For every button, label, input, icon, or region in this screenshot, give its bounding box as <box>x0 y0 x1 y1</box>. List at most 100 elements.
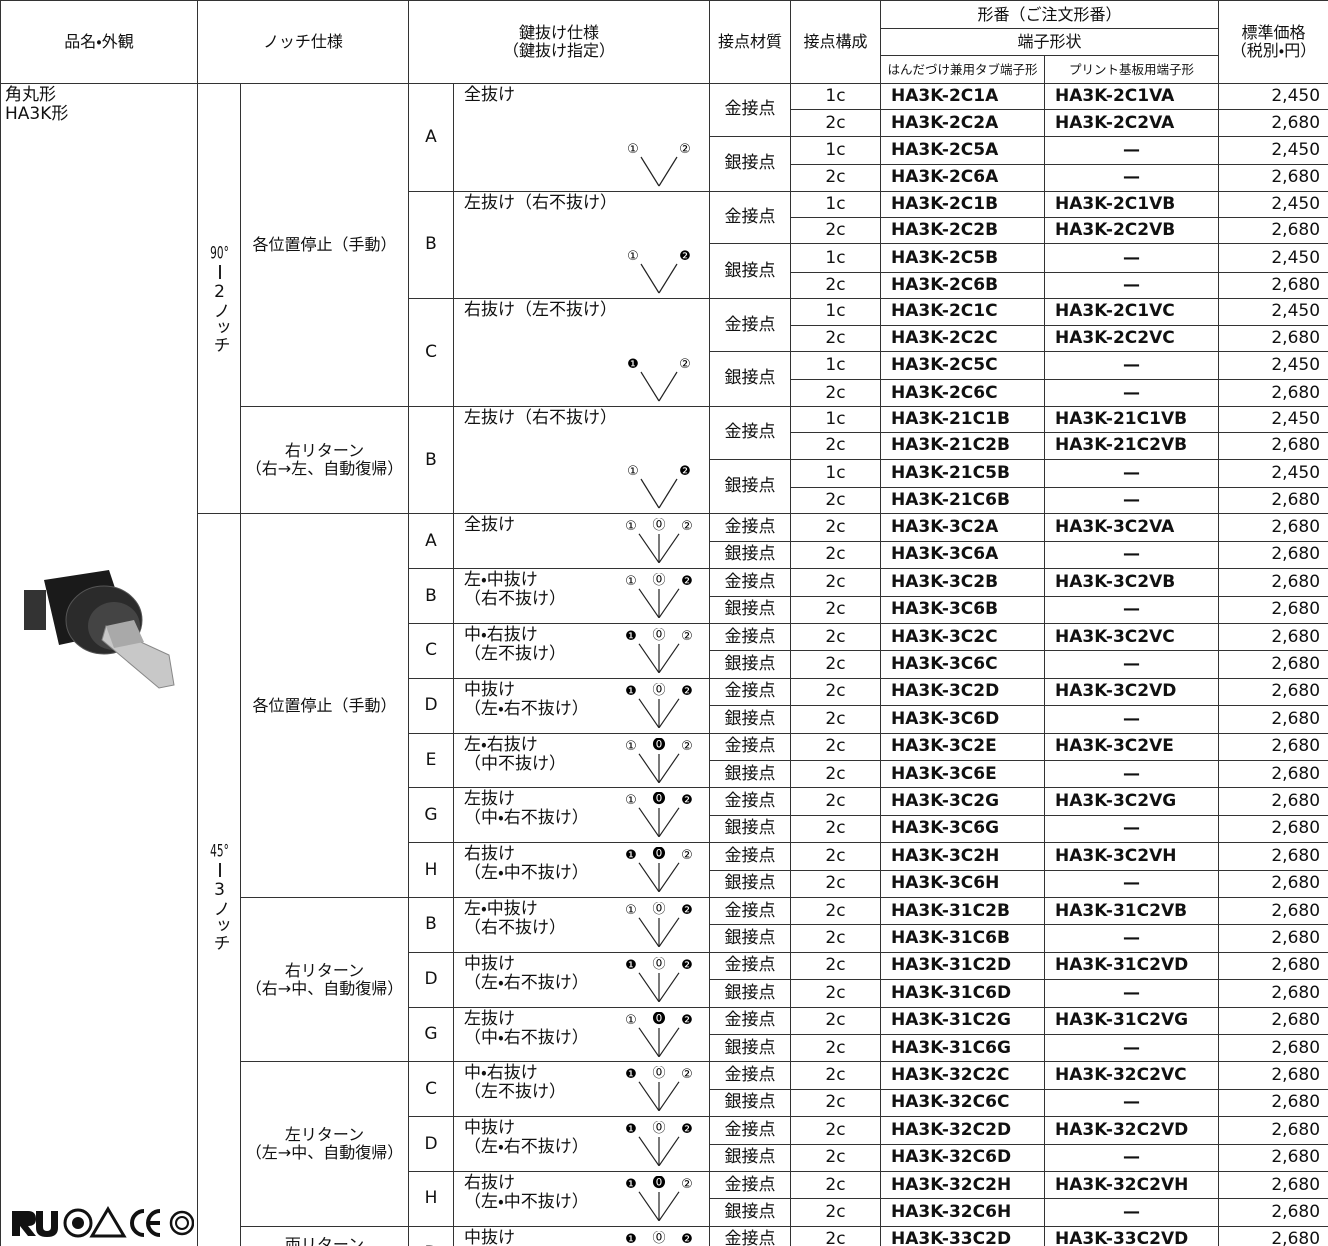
contact-material: 銀接点 <box>709 458 792 515</box>
header-line: 鍵抜け仕様 <box>519 23 600 43</box>
contact-config: 2c <box>790 109 882 137</box>
model-tab: HA3K-3C6E <box>880 759 1046 789</box>
model-tab: HA3K-3C2A <box>880 513 1046 542</box>
key-desc: 中抜け <box>464 679 515 700</box>
key-desc: 中抜け <box>464 1227 515 1246</box>
diagram-mark: ① <box>625 574 637 589</box>
key-desc-cell: 全抜け ① ⓪ ② <box>452 513 711 570</box>
contact-config: 2c <box>790 814 882 844</box>
model-tab: HA3K-21C1B <box>880 405 1046 434</box>
header-cell: 接点材質 <box>709 0 792 84</box>
diagram-mark: ❶ <box>625 1232 637 1246</box>
table-row: C 右抜け（左不抜け） ❶ ② 金接点 1c HA3K-2C1C HA3K-2C1VC 2,45… <box>1 298 1328 407</box>
key-desc-box: 中・右抜け （左不抜け） ❶ ⓪ ② <box>455 624 709 677</box>
price: 2,680 <box>1218 1033 1328 1063</box>
header-cell: 鍵抜け仕様 （鍵抜け指定） <box>407 0 711 84</box>
model-tab: HA3K-31C6G <box>880 1033 1046 1063</box>
diagram-mark: ❶ <box>625 1122 637 1137</box>
key-desc-box: 左抜け （中・右不抜け） ① ⓿ ❷ <box>455 789 709 842</box>
key-desc: 中抜け <box>464 953 515 974</box>
diagram-line <box>640 371 660 402</box>
diagram-line <box>638 588 660 619</box>
key-letter: B <box>408 896 454 953</box>
contact-config: 2c <box>790 271 882 300</box>
diagram-line <box>638 1191 660 1222</box>
header-cell: ノッチ仕様 <box>197 0 409 84</box>
price: 2,450 <box>1218 82 1328 111</box>
model-pcb: HA3K-32C2VH <box>1044 1170 1220 1200</box>
key-desc-cell: 中抜け（左・右不抜け）❶⓪❷ <box>452 1225 711 1246</box>
contact-config: 2c <box>790 432 882 460</box>
key-letter: B <box>408 190 454 300</box>
diagram-mark: ⓪ <box>653 683 666 698</box>
model-tab: HA3K-3C6H <box>880 869 1046 898</box>
price: 2,680 <box>1218 595 1328 624</box>
key-desc-box: 右抜け（左不抜け） ❶ ② <box>455 300 709 406</box>
table-row: 銀接点 2c HA3K-32C6C —2,680 <box>1 1088 1328 1118</box>
notch-spec: （左→中、自動復帰） <box>245 1143 404 1163</box>
table-row: 右リターン （右→左、自動復帰） B 左抜け（右不抜け） ① ❷ 金接点 1c HA3K-21C… <box>1 405 1328 515</box>
model-tab: HA3K-31C2B <box>880 896 1046 926</box>
diagram-mark: ❶ <box>625 1067 637 1082</box>
notch-spec: （右→中、自動復帰） <box>245 978 404 998</box>
contact-config: 2c <box>790 216 882 245</box>
contact-material: 金接点 <box>709 896 792 926</box>
contact-material: 金接点 <box>709 568 792 597</box>
price: 2,450 <box>1218 350 1328 381</box>
table-row: 銀接点 1c HA3K-2C5A —2,450 <box>1 135 1328 192</box>
model-pcb: — <box>1044 814 1220 844</box>
contact-config: 2c <box>790 1006 882 1035</box>
ce-mark <box>146 1209 161 1237</box>
key-desc-cell: 右抜け （左・中不抜け） ❶ ⓿ ② <box>452 842 711 898</box>
diagram-mark: ❷ <box>681 574 693 589</box>
table-row: D 中抜け （左・右不抜け） ❶ ⓪ ❷ 金接点 2c HA3K-31C2D HA3K-31C2V… <box>1 951 1328 1008</box>
price: 2,680 <box>1218 787 1328 816</box>
key-letter: E <box>408 732 454 789</box>
model-tab: HA3K-31C6D <box>880 979 1046 1008</box>
model-pcb: HA3K-33C2VD <box>1044 1225 1220 1246</box>
model-tab: HA3K-21C2B <box>880 432 1046 460</box>
model-pcb: HA3K-32C2VD <box>1044 1116 1220 1145</box>
diagram-line <box>638 1081 660 1112</box>
notch-count: 2ノッチ <box>209 281 230 353</box>
table-row: 2c HA3K-2C2C HA3K-2C2VC 2,680 <box>1 324 1328 352</box>
diagram-line <box>658 1136 680 1167</box>
key-letter: C <box>408 298 454 407</box>
model-tab: HA3K-3C6G <box>880 814 1046 844</box>
diagram-mark: ❷ <box>681 1232 693 1246</box>
table-body: 角丸形 HA3K形 90°2ノッチ 各位置停止（手動） A 全抜け ① ② 金接点 1c HA3K-… <box>0 82 1328 1246</box>
notch-spec: （右→左、自動復帰） <box>245 459 404 479</box>
notch-spec-cell: 右リターン （右→中、自動復帰） <box>240 896 409 1063</box>
notch-angle-cell: 90° 2ノッチ <box>197 82 241 515</box>
contact-config: 2c <box>790 979 882 1008</box>
price: 2,680 <box>1218 486 1328 515</box>
key-desc-cell: 中・右抜け （左不抜け） ❶ ⓪ ② <box>452 1061 711 1118</box>
key-desc: （中不抜け） <box>464 753 566 774</box>
contact-config: 2c <box>790 595 882 624</box>
model-tab: HA3K-32C6H <box>880 1198 1046 1227</box>
model-tab: HA3K-3C2G <box>880 787 1046 816</box>
price: 2,680 <box>1218 1061 1328 1090</box>
key-desc: 全抜け <box>464 515 515 536</box>
notch-degree: 45° <box>210 843 229 861</box>
diagram-mark: ⓪ <box>653 628 666 643</box>
table-row: 銀接点 2c HA3K-3C6G —2,680 <box>1 814 1328 844</box>
key-desc-box: 左抜け（右不抜け） ① ❷ <box>455 192 709 298</box>
contact-config: 2c <box>790 787 882 816</box>
price: 2,450 <box>1218 190 1328 218</box>
key-letter: C <box>408 1061 454 1118</box>
key-desc: （右不抜け） <box>464 589 566 610</box>
table-row: 銀接点 2c HA3K-32C6D —2,680 <box>1 1143 1328 1172</box>
contact-config: 1c <box>790 82 882 111</box>
model-pcb: — <box>1044 595 1220 624</box>
table-row: 2c HA3K-2C2A HA3K-2C2VA 2,680 <box>1 109 1328 137</box>
diagram-line <box>638 1027 660 1057</box>
diagram-line <box>640 479 660 509</box>
contact-material: 金接点 <box>709 732 792 761</box>
